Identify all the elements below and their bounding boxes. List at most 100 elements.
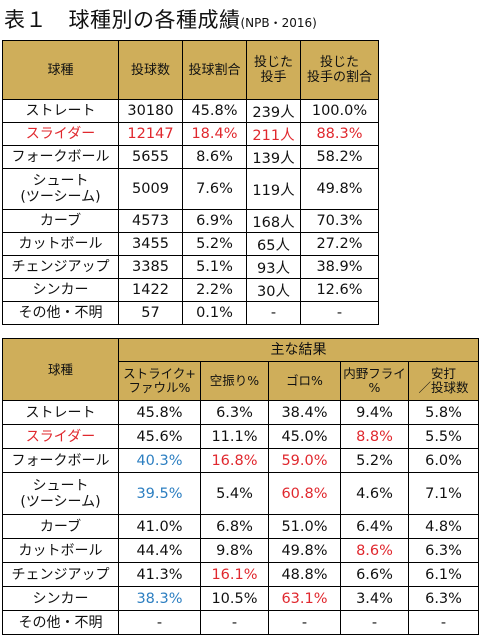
table-cell: 6.1% <box>407 562 480 587</box>
pitch-type-name: その他・不明 <box>2 301 119 325</box>
table-row: シンカー 38.3% 10.5% 63.1% 3.4% 6.3% <box>2 586 480 611</box>
table-cell: 45.0% <box>268 424 341 449</box>
table-cell: 5.5% <box>407 424 480 449</box>
table-row: スライダー 45.6% 11.1% 45.0% 8.8% 5.5% <box>2 424 480 449</box>
table-cell: 4.8% <box>407 514 480 539</box>
pitch-type-name: その他・不明 <box>2 610 119 635</box>
table2-sub-header: ゴロ% <box>268 361 341 401</box>
table-cell: 6.6% <box>340 562 409 587</box>
table-cell: - <box>300 301 379 325</box>
pitch-type-name: チェンジアップ <box>2 562 119 587</box>
pitch-type-name: ストレート <box>2 400 119 425</box>
table-cell: 7.1% <box>407 472 480 515</box>
table-cell: 9.4% <box>340 400 409 425</box>
table-row: チェンジアップ 41.3% 16.1% 48.8% 6.6% 6.1% <box>2 562 480 587</box>
table-row: フォークボール 5655 8.6% 139人 58.2% <box>2 145 379 169</box>
table-cell: 2.2% <box>182 278 247 302</box>
table-row: その他・不明 - - - - - <box>2 610 480 635</box>
table-cell: 6.8% <box>200 514 269 539</box>
table-cell: 211人 <box>246 122 301 146</box>
table-cell: 93人 <box>246 255 301 279</box>
pitch-type-name: カーブ <box>2 514 119 539</box>
pitch-type-name: シンカー <box>2 278 119 302</box>
table-cell: - <box>118 610 201 635</box>
table-cell: 11.1% <box>200 424 269 449</box>
table-cell: 48.8% <box>268 562 341 587</box>
table-cell: 16.8% <box>200 448 269 473</box>
pitch-type-name: フォークボール <box>2 145 119 169</box>
table-cell: 6.0% <box>407 448 480 473</box>
table-cell: 49.8% <box>300 168 379 210</box>
table-cell: 70.3% <box>300 209 379 233</box>
table2-group-header-row: 球種 主な結果 <box>2 338 480 401</box>
pitch-results-table: 球種 主な結果 ストライク+ ファウル% 空振り% ゴロ% 内野フライ% 安打 ／投… <box>2 338 480 635</box>
table1-header-cell: 投球数 <box>118 40 183 100</box>
table-cell: 38.9% <box>300 255 379 279</box>
table1-header-cell: 投球割合 <box>182 40 247 100</box>
table-cell: 5009 <box>118 168 183 210</box>
table-row: カットボール 44.4% 9.8% 49.8% 8.6% 6.3% <box>2 538 480 563</box>
table-cell: 12.6% <box>300 278 379 302</box>
table-cell: 5.1% <box>182 255 247 279</box>
pitch-type-name: カットボール <box>2 538 119 563</box>
table-cell: 12147 <box>118 122 183 146</box>
pitch-usage-table: 球種 投球数 投球割合 投じた 投手 投じた 投手の割合 ストレート 30180 45.… <box>2 40 379 325</box>
table-cell: 3385 <box>118 255 183 279</box>
pitch-type-name: スライダー <box>2 122 119 146</box>
table-cell: - <box>246 301 301 325</box>
table-cell: 4.6% <box>340 472 409 515</box>
table-cell: 119人 <box>246 168 301 210</box>
table-row: カーブ 4573 6.9% 168人 70.3% <box>2 209 379 233</box>
table-cell: 7.6% <box>182 168 247 210</box>
table-cell: 45.8% <box>182 99 247 123</box>
table-row: チェンジアップ 3385 5.1% 93人 38.9% <box>2 255 379 279</box>
table1-body: ストレート 30180 45.8% 239人 100.0% スライダー 12147 18.4%… <box>2 99 379 325</box>
title-main: 表１ 球種別の各種成績 <box>4 8 241 32</box>
pitch-type-name: シュート (ツーシーム) <box>2 168 119 210</box>
table-cell: 60.8% <box>268 472 341 515</box>
table1-header-cell: 投じた 投手の割合 <box>300 40 379 100</box>
table-cell: 40.3% <box>118 448 201 473</box>
table-cell: 57 <box>118 301 183 325</box>
table-cell: 8.6% <box>182 145 247 169</box>
table-cell: 0.1% <box>182 301 247 325</box>
table-cell: 239人 <box>246 99 301 123</box>
table1-header-cell: 投じた 投手 <box>246 40 301 100</box>
pitch-type-name: ストレート <box>2 99 119 123</box>
table-cell: 3.4% <box>340 586 409 611</box>
table2-sub-header: 内野フライ% <box>340 361 409 401</box>
table-cell: 6.3% <box>200 400 269 425</box>
table-cell: 58.2% <box>300 145 379 169</box>
table-cell: - <box>268 610 341 635</box>
pitch-type-name: カーブ <box>2 209 119 233</box>
table-cell: 5.2% <box>182 232 247 256</box>
table2-sub-header: 空振り% <box>200 361 269 401</box>
table-cell: 10.5% <box>200 586 269 611</box>
table-row: シュート (ツーシーム) 5009 7.6% 119人 49.8% <box>2 168 379 210</box>
table-cell: 100.0% <box>300 99 379 123</box>
table-cell: 49.8% <box>268 538 341 563</box>
pitch-type-name: シュート (ツーシーム) <box>2 472 119 515</box>
table-cell: 45.6% <box>118 424 201 449</box>
table-cell: 8.6% <box>340 538 409 563</box>
table-cell: 41.3% <box>118 562 201 587</box>
table-cell: 38.3% <box>118 586 201 611</box>
table-cell: 30180 <box>118 99 183 123</box>
table-cell: 5.8% <box>407 400 480 425</box>
table-cell: 45.8% <box>118 400 201 425</box>
table-cell: 8.8% <box>340 424 409 449</box>
table-cell: 30人 <box>246 278 301 302</box>
table-cell: 63.1% <box>268 586 341 611</box>
table-cell: 5.2% <box>340 448 409 473</box>
table-row: ストレート 30180 45.8% 239人 100.0% <box>2 99 379 123</box>
table-cell: 65人 <box>246 232 301 256</box>
table-cell: 51.0% <box>268 514 341 539</box>
table-row: シュート (ツーシーム) 39.5% 5.4% 60.8% 4.6% 7.1% <box>2 472 480 515</box>
table-row: フォークボール 40.3% 16.8% 59.0% 5.2% 6.0% <box>2 448 480 473</box>
pitch-type-name: チェンジアップ <box>2 255 119 279</box>
table-cell: 39.5% <box>118 472 201 515</box>
table2-header-pitch-type: 球種 <box>2 338 119 401</box>
pitch-type-name: カットボール <box>2 232 119 256</box>
table2-sub-header: 安打 ／投球数 <box>407 361 480 401</box>
table-cell: 4573 <box>118 209 183 233</box>
